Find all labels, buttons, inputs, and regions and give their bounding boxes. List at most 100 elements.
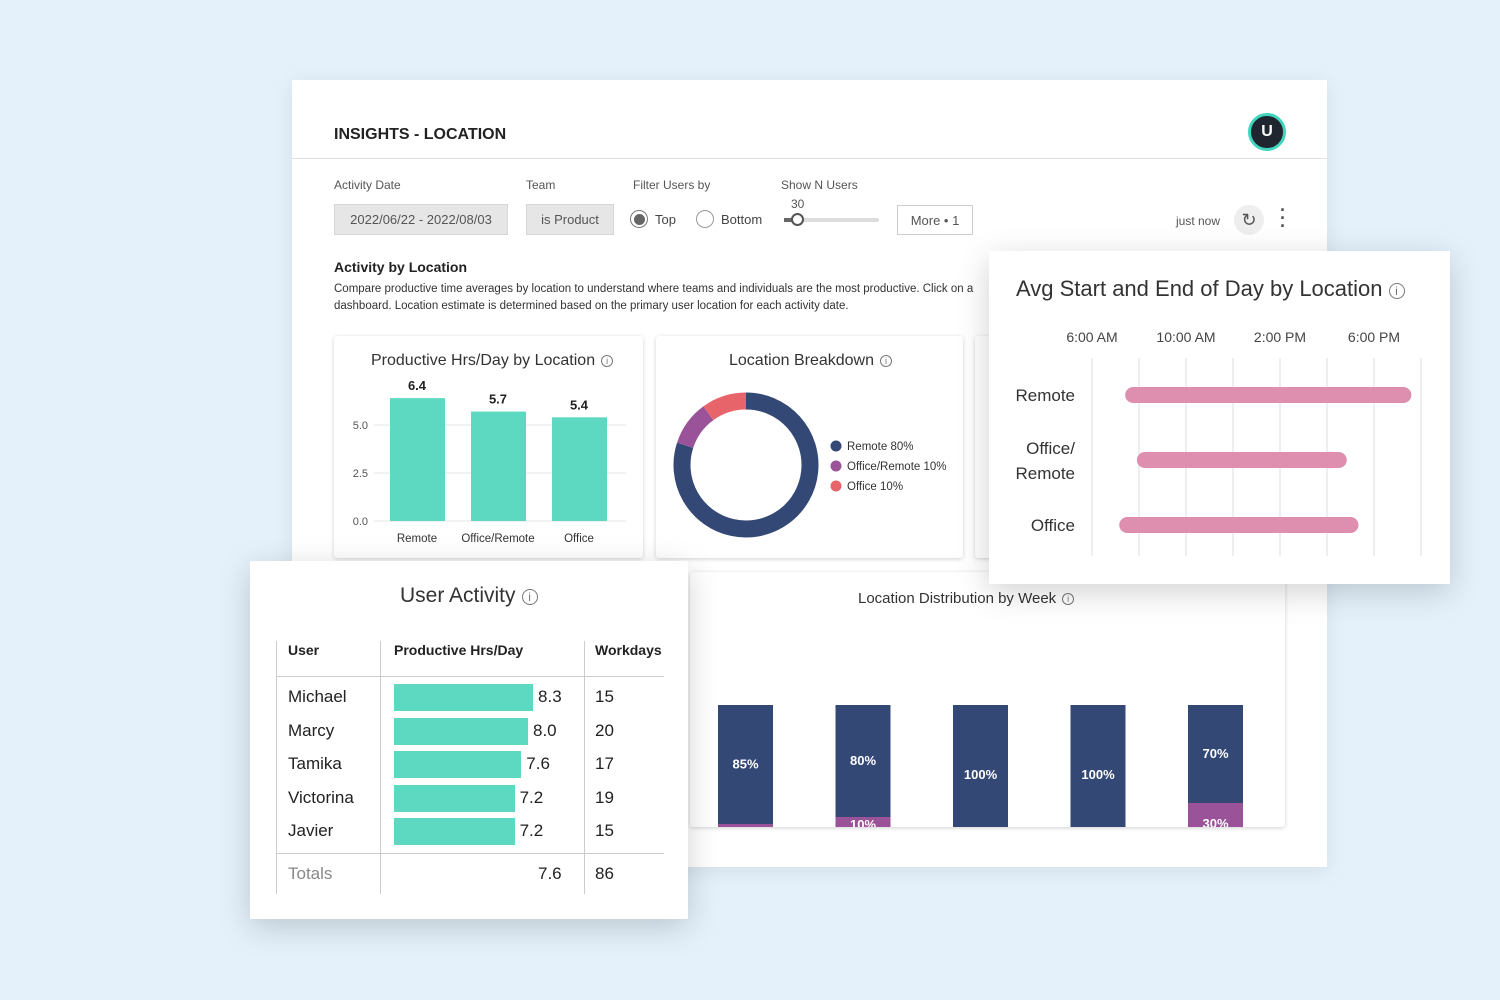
page-title: INSIGHTS - LOCATION bbox=[334, 126, 507, 143]
avg-start-end-chart: 6:00 AM 10:00 AM 2:00 PM 6:00 PM Remote Offic… bbox=[1015, 329, 1422, 556]
totals-divider bbox=[276, 853, 664, 854]
column-divider bbox=[380, 641, 381, 894]
data-label: 15% bbox=[732, 827, 758, 828]
bar bbox=[390, 398, 445, 521]
productive-hrs-chart: 0.0 2.5 5.0 6.4 Remote 5.7 Office/Remote 5.4 Off… bbox=[353, 378, 626, 545]
column-header[interactable]: Workdays bbox=[595, 642, 662, 658]
info-icon[interactable]: i bbox=[1062, 593, 1075, 605]
donut-slice bbox=[673, 392, 819, 538]
productive-hrs-card: Productive Hrs/Day by Location i 0.0 2.5 5.… bbox=[334, 336, 643, 558]
workdays-value: 19 bbox=[595, 787, 614, 807]
radio-top-indicator[interactable] bbox=[630, 210, 648, 228]
radio-top-label: Top bbox=[655, 211, 676, 227]
y-tick-label: 2.5 bbox=[353, 468, 368, 480]
radio-bottom-label: Bottom bbox=[721, 211, 763, 227]
bar bbox=[471, 411, 526, 521]
location-breakdown-card: Location Breakdown i Remote 80% Office/Rem… bbox=[656, 336, 963, 558]
hrs-bar bbox=[394, 717, 528, 745]
bar-segment bbox=[1070, 705, 1126, 827]
hrs-value: 7.2 bbox=[519, 821, 544, 840]
user-activity-panel: User Activity i User Productive Hrs/Day Wor… bbox=[250, 561, 688, 919]
data-label: 70% bbox=[1202, 746, 1228, 761]
data-label: 100% bbox=[964, 767, 998, 782]
bar-segment bbox=[718, 824, 773, 827]
chart-title: Avg Start and End of Day by Location i bbox=[1016, 276, 1405, 302]
data-label: 6.4 bbox=[408, 378, 427, 393]
data-label: 85% bbox=[732, 757, 758, 772]
row-label: Remote bbox=[1015, 464, 1075, 483]
x-tick-label: Office/Remote bbox=[461, 533, 534, 545]
x-tick-label: Remote bbox=[397, 533, 437, 545]
totals-hrs: 7.6 bbox=[538, 864, 562, 883]
header-divider bbox=[292, 158, 1327, 159]
user-name: Marcy bbox=[288, 720, 335, 740]
info-icon[interactable]: i bbox=[521, 589, 538, 605]
hrs-bar bbox=[394, 751, 522, 778]
column-header[interactable]: Productive Hrs/Day bbox=[394, 642, 524, 658]
slider-handle[interactable] bbox=[791, 213, 804, 226]
radio-bottom-indicator[interactable] bbox=[696, 210, 714, 228]
show-n-slider[interactable] bbox=[784, 213, 879, 226]
x-tick-label: 10:00 AM bbox=[1156, 329, 1215, 345]
user-name: Michael bbox=[288, 687, 347, 706]
bar-segment bbox=[835, 817, 891, 827]
info-icon[interactable]: i bbox=[601, 355, 614, 367]
bar-segment bbox=[1188, 803, 1243, 827]
team-field[interactable]: is Product bbox=[526, 204, 614, 235]
activity-date-field[interactable]: 2022/06/22 - 2022/08/03 bbox=[334, 204, 508, 235]
bar-segment bbox=[835, 705, 891, 817]
chart-title: Location Breakdown i bbox=[729, 352, 892, 370]
user-activity-table: User Productive Hrs/Day Workdays Michael 8.3… bbox=[250, 561, 688, 919]
avatar[interactable]: U bbox=[1248, 113, 1286, 151]
slider-value: 30 bbox=[791, 197, 805, 211]
radio-bottom[interactable]: Bottom bbox=[696, 210, 762, 228]
bar-segment bbox=[718, 705, 773, 824]
user-name: Victorina bbox=[288, 787, 354, 807]
column-header[interactable]: User bbox=[288, 642, 320, 658]
workdays-value: 17 bbox=[595, 754, 614, 773]
y-tick-label: 5.0 bbox=[353, 420, 368, 432]
totals-label: Totals bbox=[288, 864, 333, 883]
column-divider bbox=[584, 641, 585, 894]
workdays-value: 15 bbox=[595, 687, 614, 706]
hrs-value: 8.3 bbox=[538, 687, 562, 706]
data-label: 10% bbox=[850, 817, 876, 827]
totals-workdays: 86 bbox=[595, 864, 614, 883]
legend-marker bbox=[830, 460, 842, 472]
user-name: Tamika bbox=[288, 754, 342, 773]
section-description-1: Compare productive time averages by loca… bbox=[334, 283, 974, 295]
y-tick-label: 0.0 bbox=[353, 516, 368, 528]
more-options-icon[interactable]: · · · bbox=[1280, 200, 1286, 236]
table-title: User Activity i bbox=[400, 584, 538, 608]
donut-slice bbox=[703, 392, 747, 421]
hrs-bar bbox=[394, 784, 515, 812]
workdays-value: 15 bbox=[595, 821, 614, 840]
chart-title: Productive Hrs/Day by Location i bbox=[371, 352, 614, 370]
location-breakdown-chart: Remote 80% Office/Remote 10% Office 10% bbox=[673, 392, 947, 538]
legend-label: Remote 80% bbox=[847, 441, 913, 453]
info-icon[interactable]: i bbox=[1388, 283, 1405, 299]
avg-start-end-panel: Avg Start and End of Day by Location i 6:… bbox=[989, 251, 1450, 584]
x-tick-label: 6:00 PM bbox=[1348, 329, 1400, 345]
more-filters-button[interactable]: More • 1 bbox=[897, 205, 973, 235]
refresh-icon[interactable]: ↻ bbox=[1234, 205, 1264, 235]
hrs-value: 8.0 bbox=[533, 720, 557, 740]
data-label: 5.4 bbox=[570, 397, 589, 412]
section-title: Activity by Location bbox=[334, 259, 468, 275]
data-label: 80% bbox=[850, 753, 876, 768]
hrs-value: 7.6 bbox=[526, 754, 550, 773]
header-divider bbox=[276, 676, 664, 677]
data-label: 5.7 bbox=[489, 392, 507, 407]
hrs-bar bbox=[394, 818, 515, 845]
user-name: Javier bbox=[288, 821, 334, 840]
bar-segment bbox=[1188, 705, 1243, 803]
radio-top[interactable]: Top bbox=[630, 210, 676, 228]
activity-date-label: Activity Date bbox=[334, 178, 401, 192]
info-icon[interactable]: i bbox=[879, 355, 892, 367]
last-updated: just now bbox=[1176, 214, 1221, 228]
legend-marker bbox=[830, 480, 842, 492]
donut-slice bbox=[677, 406, 714, 449]
section-description-2: dashboard. Location estimate is determin… bbox=[334, 300, 849, 312]
data-label: 30% bbox=[1202, 816, 1228, 827]
